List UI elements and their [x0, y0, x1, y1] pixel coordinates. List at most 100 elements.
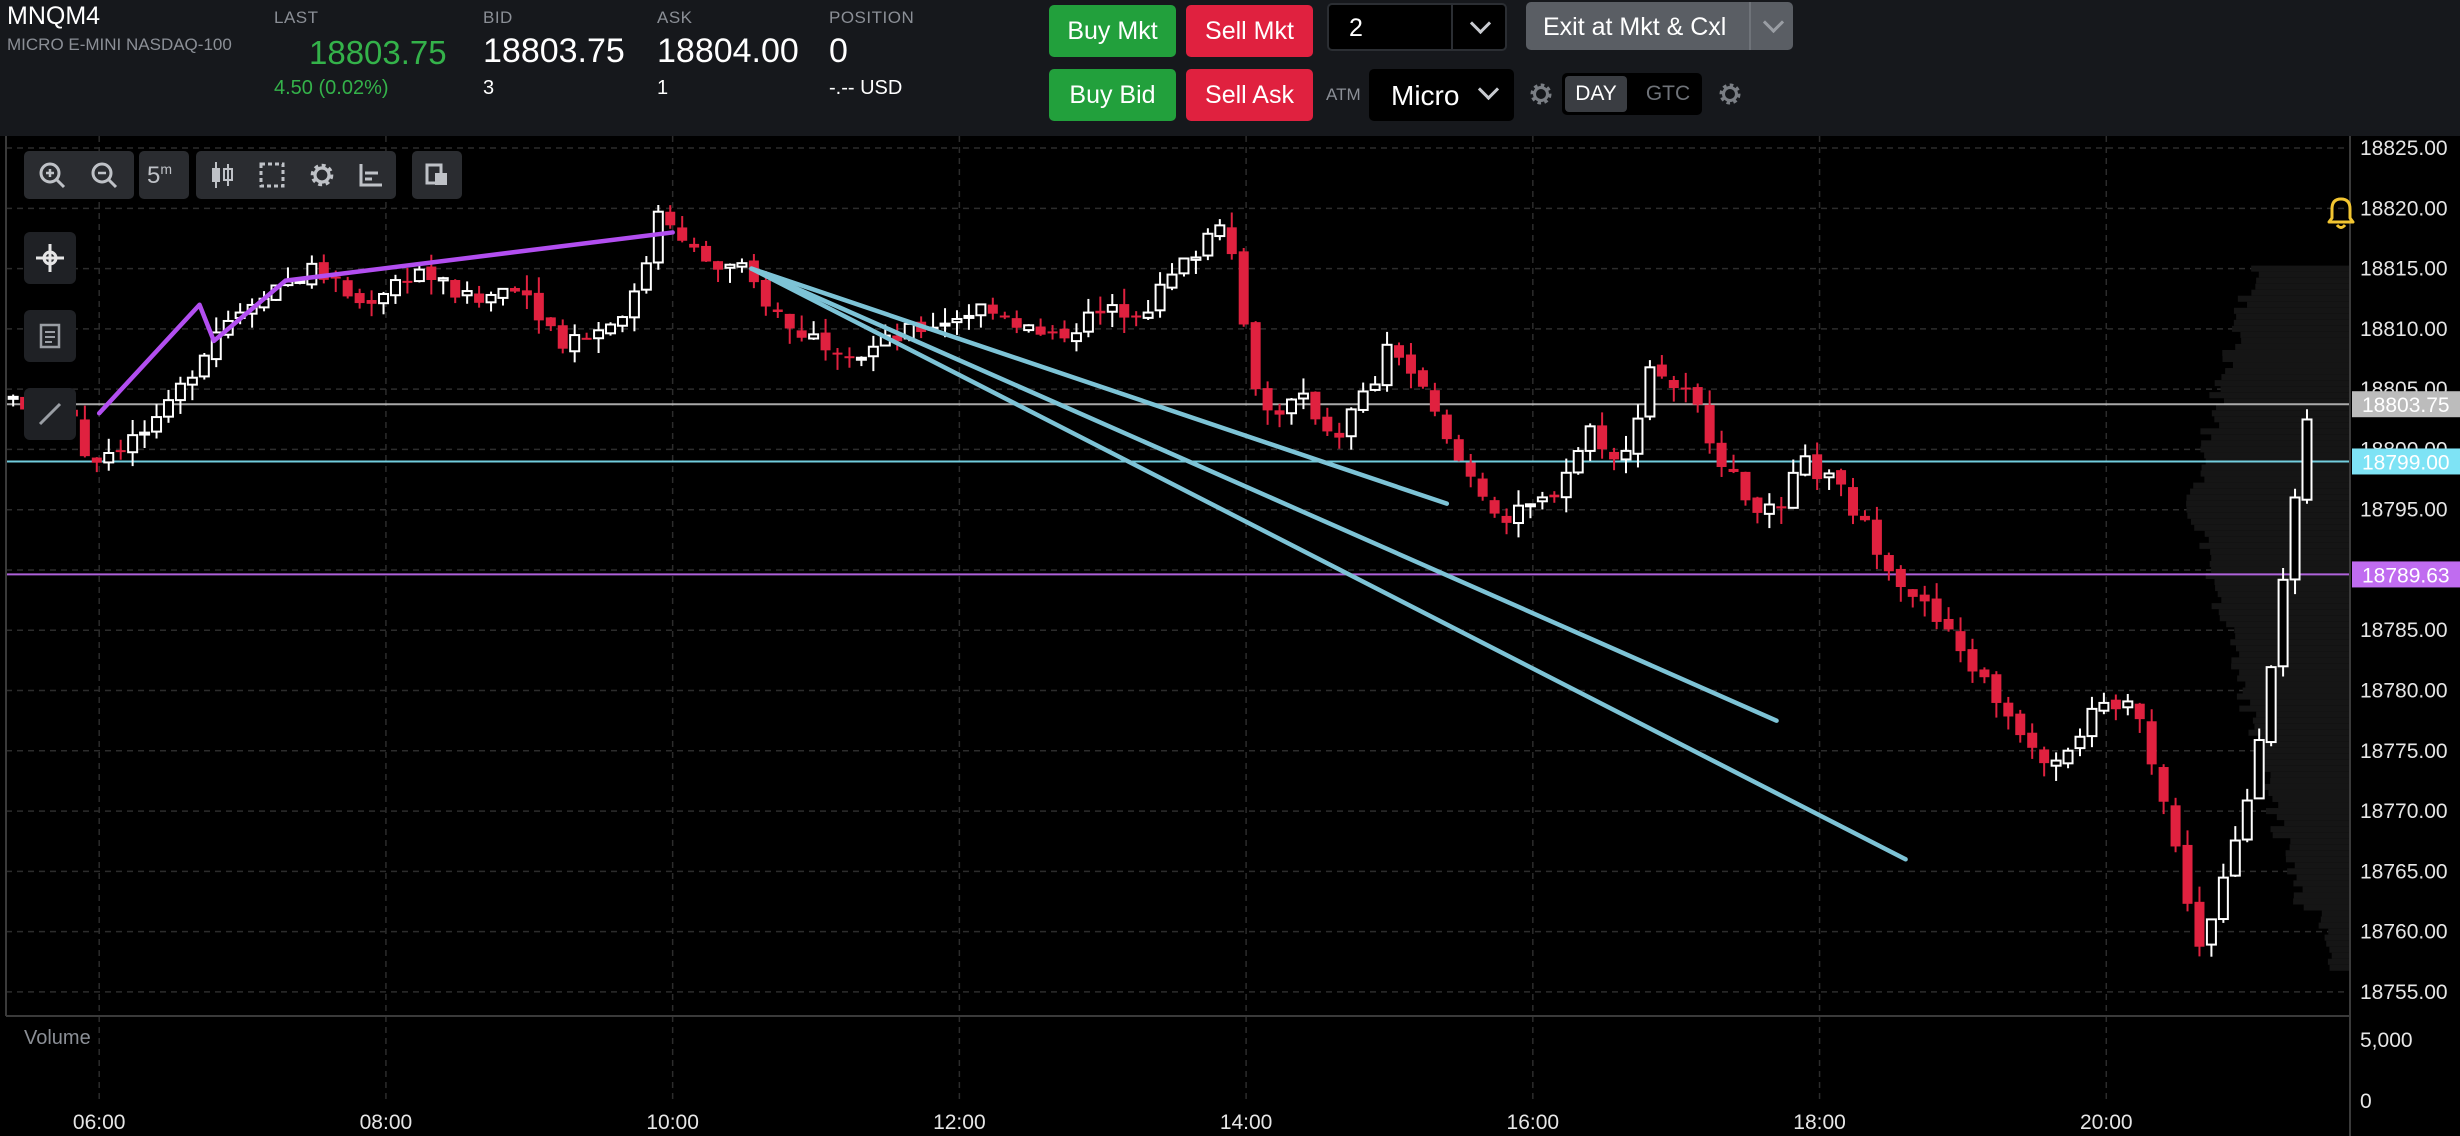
draw-line-icon	[38, 402, 62, 426]
time-in-force-toggle[interactable]: DAY GTC	[1562, 73, 1702, 115]
candle-body	[1907, 589, 1918, 597]
profile-bar	[2252, 717, 2350, 724]
volume-tick-label: 0	[2360, 1090, 2372, 1113]
time-tick-label: 06:00	[73, 1111, 126, 1134]
candle-body	[2277, 578, 2289, 668]
tif-day-option[interactable]: DAY	[1565, 76, 1627, 112]
candle-body	[1812, 454, 1823, 480]
profile-bar	[2222, 349, 2350, 356]
candle-body	[1190, 256, 1202, 261]
price-tick-label: 18825.00	[2360, 137, 2448, 160]
price-chart[interactable]: 18825.0018820.0018815.0018810.0018805.00…	[0, 136, 2460, 1136]
gear-icon[interactable]	[1528, 81, 1554, 107]
volume-pane-label: Volume	[24, 1027, 91, 1049]
price-axis[interactable]: 18825.0018820.0018815.0018810.0018805.00…	[2360, 137, 2448, 1113]
candle-body	[1823, 472, 1835, 479]
candle-body	[1178, 257, 1190, 275]
profile-bar	[2264, 783, 2350, 790]
gear-icon[interactable]	[1717, 81, 1743, 107]
price-tick-label: 18810.00	[2360, 318, 2448, 341]
chevron-down-icon[interactable]	[1762, 11, 1785, 34]
gear-icon[interactable]	[298, 151, 346, 199]
profile-bar	[2268, 789, 2350, 796]
profile-bar	[2186, 494, 2350, 501]
chevron-down-icon[interactable]	[1469, 12, 1492, 35]
candle-body	[652, 210, 664, 264]
sell-market-button[interactable]: Sell Mkt	[1186, 5, 1313, 57]
profile-bar	[2293, 892, 2350, 899]
draw-line-button[interactable]	[24, 388, 76, 440]
time-axis[interactable]: 06:00 08:00 10:00 12:00 14:00 16:00 18:00 20:00	[73, 1111, 2133, 1134]
candle-body	[1345, 408, 1357, 438]
profile-bar	[2247, 301, 2350, 308]
candle-body	[1095, 310, 1106, 314]
interval-selector[interactable]: 5m	[139, 151, 189, 199]
candle-body	[1131, 315, 1142, 318]
buy-market-button[interactable]: Buy Mkt	[1049, 5, 1176, 57]
candle-body	[1405, 354, 1416, 374]
candle-body	[318, 262, 329, 280]
candle-body	[796, 330, 807, 338]
candle-body	[342, 280, 353, 297]
candle-body	[174, 382, 186, 402]
tif-gtc-option[interactable]: GTC	[1645, 82, 1691, 105]
candle-body	[1226, 227, 1237, 255]
profile-bar	[2231, 663, 2350, 670]
price-tick-label: 18755.00	[2360, 981, 2448, 1004]
instrument-description: MICRO E-MINI NASDAQ-100	[7, 35, 232, 54]
profile-bar	[2190, 488, 2350, 495]
zoom-out-icon[interactable]	[80, 151, 128, 199]
profile-bar	[2209, 392, 2350, 399]
atm-strategy-select[interactable]: Micro	[1369, 69, 1514, 121]
candle-body	[808, 333, 820, 340]
bid-label: BID	[483, 8, 513, 27]
profile-bar	[2190, 518, 2350, 525]
zoom-in-icon[interactable]	[28, 151, 76, 199]
profile-bar	[2259, 741, 2350, 748]
candle-body	[2122, 700, 2134, 709]
trendline	[749, 266, 1779, 723]
last-label: LAST	[274, 8, 319, 27]
trendline	[749, 266, 1450, 506]
time-tick-label: 10:00	[646, 1111, 699, 1134]
bell-icon[interactable]	[2327, 197, 2355, 229]
candle-body	[1943, 618, 1954, 630]
candle-body	[402, 280, 413, 283]
profile-bar	[2278, 802, 2350, 809]
candle-body	[1441, 414, 1452, 440]
copy-icon[interactable]	[413, 151, 461, 199]
candle-body	[2158, 767, 2169, 802]
notes-button[interactable]	[24, 310, 76, 362]
instrument-symbol[interactable]: MNQM4	[7, 2, 101, 30]
candle-body	[784, 313, 795, 329]
exit-at-market-button[interactable]: Exit at Mkt & Cxl	[1526, 2, 1793, 50]
profile-bar	[2209, 560, 2350, 567]
candle-body	[1489, 500, 1500, 514]
quantity-selector[interactable]: 2	[1327, 3, 1507, 51]
profile-bar	[2237, 675, 2350, 682]
buy-bid-button[interactable]: Buy Bid	[1049, 69, 1176, 121]
candlestick-icon[interactable]	[198, 151, 246, 199]
sell-ask-button[interactable]: Sell Ask	[1186, 69, 1313, 121]
price-levels	[6, 403, 2350, 576]
candle-body	[939, 322, 951, 327]
select-icon[interactable]	[248, 151, 296, 199]
candle-body	[1142, 311, 1154, 319]
profile-bar	[2285, 850, 2350, 857]
chevron-down-icon[interactable]	[1477, 78, 1500, 101]
candle-body	[1357, 390, 1369, 411]
axis-icon[interactable]	[346, 151, 394, 199]
price-tag-label: 18799.00	[2362, 451, 2450, 474]
profile-bar	[2234, 627, 2350, 634]
profile-bar	[2232, 362, 2350, 369]
candle-body	[1070, 332, 1082, 343]
candle-body	[1931, 598, 1942, 622]
profile-bar	[2240, 331, 2350, 338]
candle-body	[2027, 732, 2038, 748]
candle-body	[461, 290, 473, 297]
drawn-trendlines[interactable]	[96, 230, 1908, 862]
candle-body	[1214, 224, 1226, 238]
profile-bar	[2329, 964, 2350, 971]
profile-bar	[2327, 958, 2350, 965]
crosshair-button[interactable]	[24, 232, 76, 284]
